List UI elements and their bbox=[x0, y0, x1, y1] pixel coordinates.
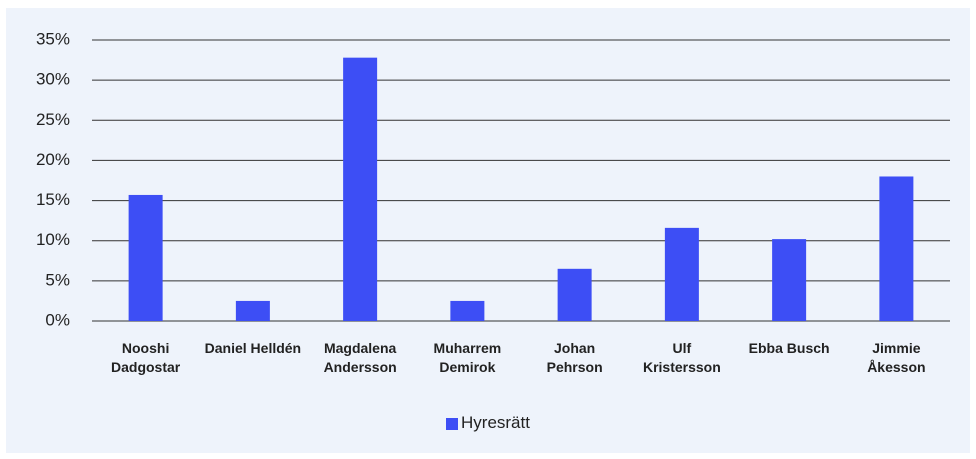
x-tick-label: Johan Pehrson bbox=[546, 340, 603, 375]
y-tick-label: 10% bbox=[36, 230, 70, 249]
x-tick-label: Jimmie Åkesson bbox=[867, 340, 926, 375]
bar bbox=[557, 268, 592, 321]
x-tick-label: Ulf Kristersson bbox=[642, 340, 721, 375]
legend-swatch bbox=[446, 418, 458, 430]
y-tick-label: 30% bbox=[36, 70, 70, 89]
x-tick-label: Daniel Helldén bbox=[204, 340, 302, 356]
bar bbox=[128, 194, 163, 321]
y-tick-label: 35% bbox=[36, 29, 70, 48]
bar bbox=[235, 300, 270, 321]
y-tick-label: 25% bbox=[36, 110, 70, 129]
legend-label: Hyresrätt bbox=[461, 413, 530, 432]
x-tick-label: Ebba Busch bbox=[748, 340, 830, 356]
y-tick-label: 20% bbox=[36, 150, 70, 169]
bar bbox=[772, 239, 807, 321]
bar bbox=[343, 57, 378, 322]
x-tick-label: Nooshi Dadgostar bbox=[111, 340, 181, 375]
x-tick-label: Muharrem Demirok bbox=[433, 340, 502, 375]
bar bbox=[450, 300, 485, 321]
y-tick-label: 0% bbox=[45, 310, 70, 329]
bar bbox=[664, 227, 699, 321]
y-tick-label: 5% bbox=[45, 270, 70, 289]
y-tick-label: 15% bbox=[36, 190, 70, 209]
bar bbox=[879, 176, 914, 321]
x-tick-label: Magdalena Andersson bbox=[323, 340, 397, 375]
chart-background bbox=[6, 8, 970, 453]
